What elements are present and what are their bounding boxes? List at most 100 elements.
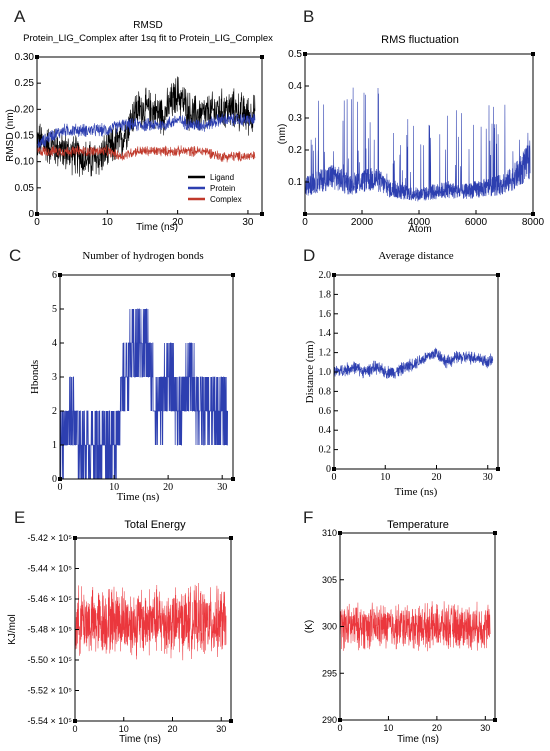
frame-corner-marker <box>229 719 233 723</box>
x-axis-label: Time (ns) <box>397 734 439 745</box>
y-tick-label: -5.42 × 10⁵ <box>27 533 72 543</box>
y-tick-label: 0.10 <box>15 157 35 168</box>
y-tick-label: -5.46 × 10⁵ <box>27 594 72 604</box>
x-tick-label: 0 <box>72 724 77 734</box>
y-tick-label: 295 <box>322 668 337 678</box>
y-tick-label: 0.4 <box>288 81 302 92</box>
y-tick-label: -5.52 × 10⁵ <box>27 686 72 696</box>
y-tick-label: -5.48 × 10⁵ <box>27 625 72 635</box>
plot-area <box>334 347 494 379</box>
panel-f: F Temperature 0 10 20 30 290 295 300 305 310 Time (… <box>303 508 497 745</box>
y-axis-label: RMSD (nm) <box>5 109 16 162</box>
x-tick-label: 10 <box>383 723 393 733</box>
x-tick-label: 30 <box>217 482 227 493</box>
panel-letter: D <box>303 246 315 265</box>
series-line <box>334 347 494 379</box>
panel-letter: F <box>303 508 313 527</box>
y-axis-label: Hbonds <box>29 360 41 394</box>
x-axis-label: Time (ns) <box>395 486 438 498</box>
plot-area <box>340 601 491 652</box>
y-tick-label: -5.50 × 10⁵ <box>27 655 72 665</box>
y-axis-label: KJ/mol <box>7 614 18 645</box>
x-tick-label: 20 <box>432 723 442 733</box>
y-tick-label: 0.20 <box>15 104 35 115</box>
y-tick-label: 2.0 <box>319 270 332 281</box>
y-tick-label: 300 <box>322 622 337 632</box>
x-tick-label: 20 <box>163 482 173 493</box>
y-tick-label: -5.44 × 10⁵ <box>27 564 72 574</box>
chart-title: RMS fluctuation <box>381 34 459 46</box>
legend-label: Ligand <box>210 173 234 182</box>
panel-d: D Average distance 0 10 20 30 0 0.2 0.4 0.6 0.8 1.0… <box>303 246 500 498</box>
panel-b: B RMS fluctuation 0 2000 4000 6000 8000 0.1 0.2 0… <box>277 7 545 235</box>
frame-corner-marker <box>260 55 264 59</box>
panel-letter: E <box>14 508 25 527</box>
y-tick-label: 0.30 <box>15 52 35 63</box>
legend-label: Protein <box>210 184 235 193</box>
x-tick-label: 30 <box>483 472 493 483</box>
x-tick-label: 20 <box>172 217 184 228</box>
y-tick-label: 305 <box>322 575 337 585</box>
x-tick-label: 6000 <box>465 217 488 228</box>
y-tick-label: -5.54 × 10⁵ <box>27 716 72 726</box>
plot-area <box>305 87 531 202</box>
y-tick-label: 0.6 <box>319 406 332 417</box>
y-tick-label: 1 <box>52 440 57 451</box>
y-tick-label: 6 <box>52 270 57 281</box>
panel-letter: B <box>303 7 314 26</box>
y-axis-label: (nm) <box>277 124 288 145</box>
x-tick-label: 4000 <box>408 217 431 228</box>
series-line <box>305 87 531 202</box>
x-tick-label: 10 <box>102 217 114 228</box>
frame-corner-marker <box>260 212 264 216</box>
plot-area <box>37 76 256 177</box>
y-tick-label: 0.8 <box>319 386 332 397</box>
panel-a: A RMSD Protein_LIG_Complex after 1sq fit t… <box>5 7 273 233</box>
y-tick-label: 2 <box>52 406 57 417</box>
frame-corner-marker <box>231 477 235 481</box>
panel-letter: A <box>14 7 26 26</box>
chart-title: Number of hydrogen bonds <box>82 250 203 262</box>
x-tick-label: 10 <box>109 482 119 493</box>
y-tick-label: 4 <box>52 338 57 349</box>
panel-letter: C <box>9 246 21 265</box>
y-tick-label: 290 <box>322 715 337 725</box>
frame-corner-marker <box>493 718 497 722</box>
x-tick-label: 30 <box>480 723 490 733</box>
x-tick-label: 0 <box>34 217 40 228</box>
panel-c: C Number of hydrogen bonds 0 10 20 30 0 1 2 3 4 5 6 T… <box>9 246 235 503</box>
chart-title: RMSD <box>133 20 162 31</box>
y-tick-label: 0.2 <box>288 145 302 156</box>
frame-corner-marker <box>531 52 535 56</box>
x-tick-label: 0 <box>58 482 63 493</box>
y-tick-label: 1.6 <box>319 309 332 320</box>
frame-corner-marker <box>496 467 500 471</box>
frame-corner-marker <box>496 273 500 277</box>
y-tick-label: 1.2 <box>319 348 332 359</box>
panel-e: E Total Energy 0 10 20 30 -5.54 × 10⁵ -5.52 × 1… <box>7 508 233 745</box>
chart-title: Average distance <box>378 250 453 262</box>
x-axis-label: Time (ns) <box>136 222 178 233</box>
series-line <box>37 112 256 150</box>
x-tick-label: 0 <box>332 472 337 483</box>
y-tick-label: 1.4 <box>319 328 332 339</box>
plot-frame <box>333 274 499 470</box>
frame-corner-marker <box>229 536 233 540</box>
y-axis-label: (K) <box>304 620 315 633</box>
y-tick-label: 0.3 <box>288 113 302 124</box>
x-tick-label: 8000 <box>522 217 545 228</box>
x-axis-label: Atom <box>408 224 431 235</box>
y-tick-label: 310 <box>322 528 337 538</box>
frame-corner-marker <box>231 273 235 277</box>
y-tick-label: 0.4 <box>319 425 332 436</box>
y-tick-label: 0 <box>326 464 331 475</box>
y-tick-label: 0 <box>28 209 34 220</box>
series-line <box>60 308 228 479</box>
x-tick-label: 10 <box>119 724 129 734</box>
x-tick-label: 0 <box>337 723 342 733</box>
chart-title: Temperature <box>387 519 449 531</box>
x-axis-label: Time (ns) <box>117 491 160 503</box>
chart-title: Total Energy <box>124 519 186 531</box>
y-tick-label: 1.0 <box>319 367 332 378</box>
